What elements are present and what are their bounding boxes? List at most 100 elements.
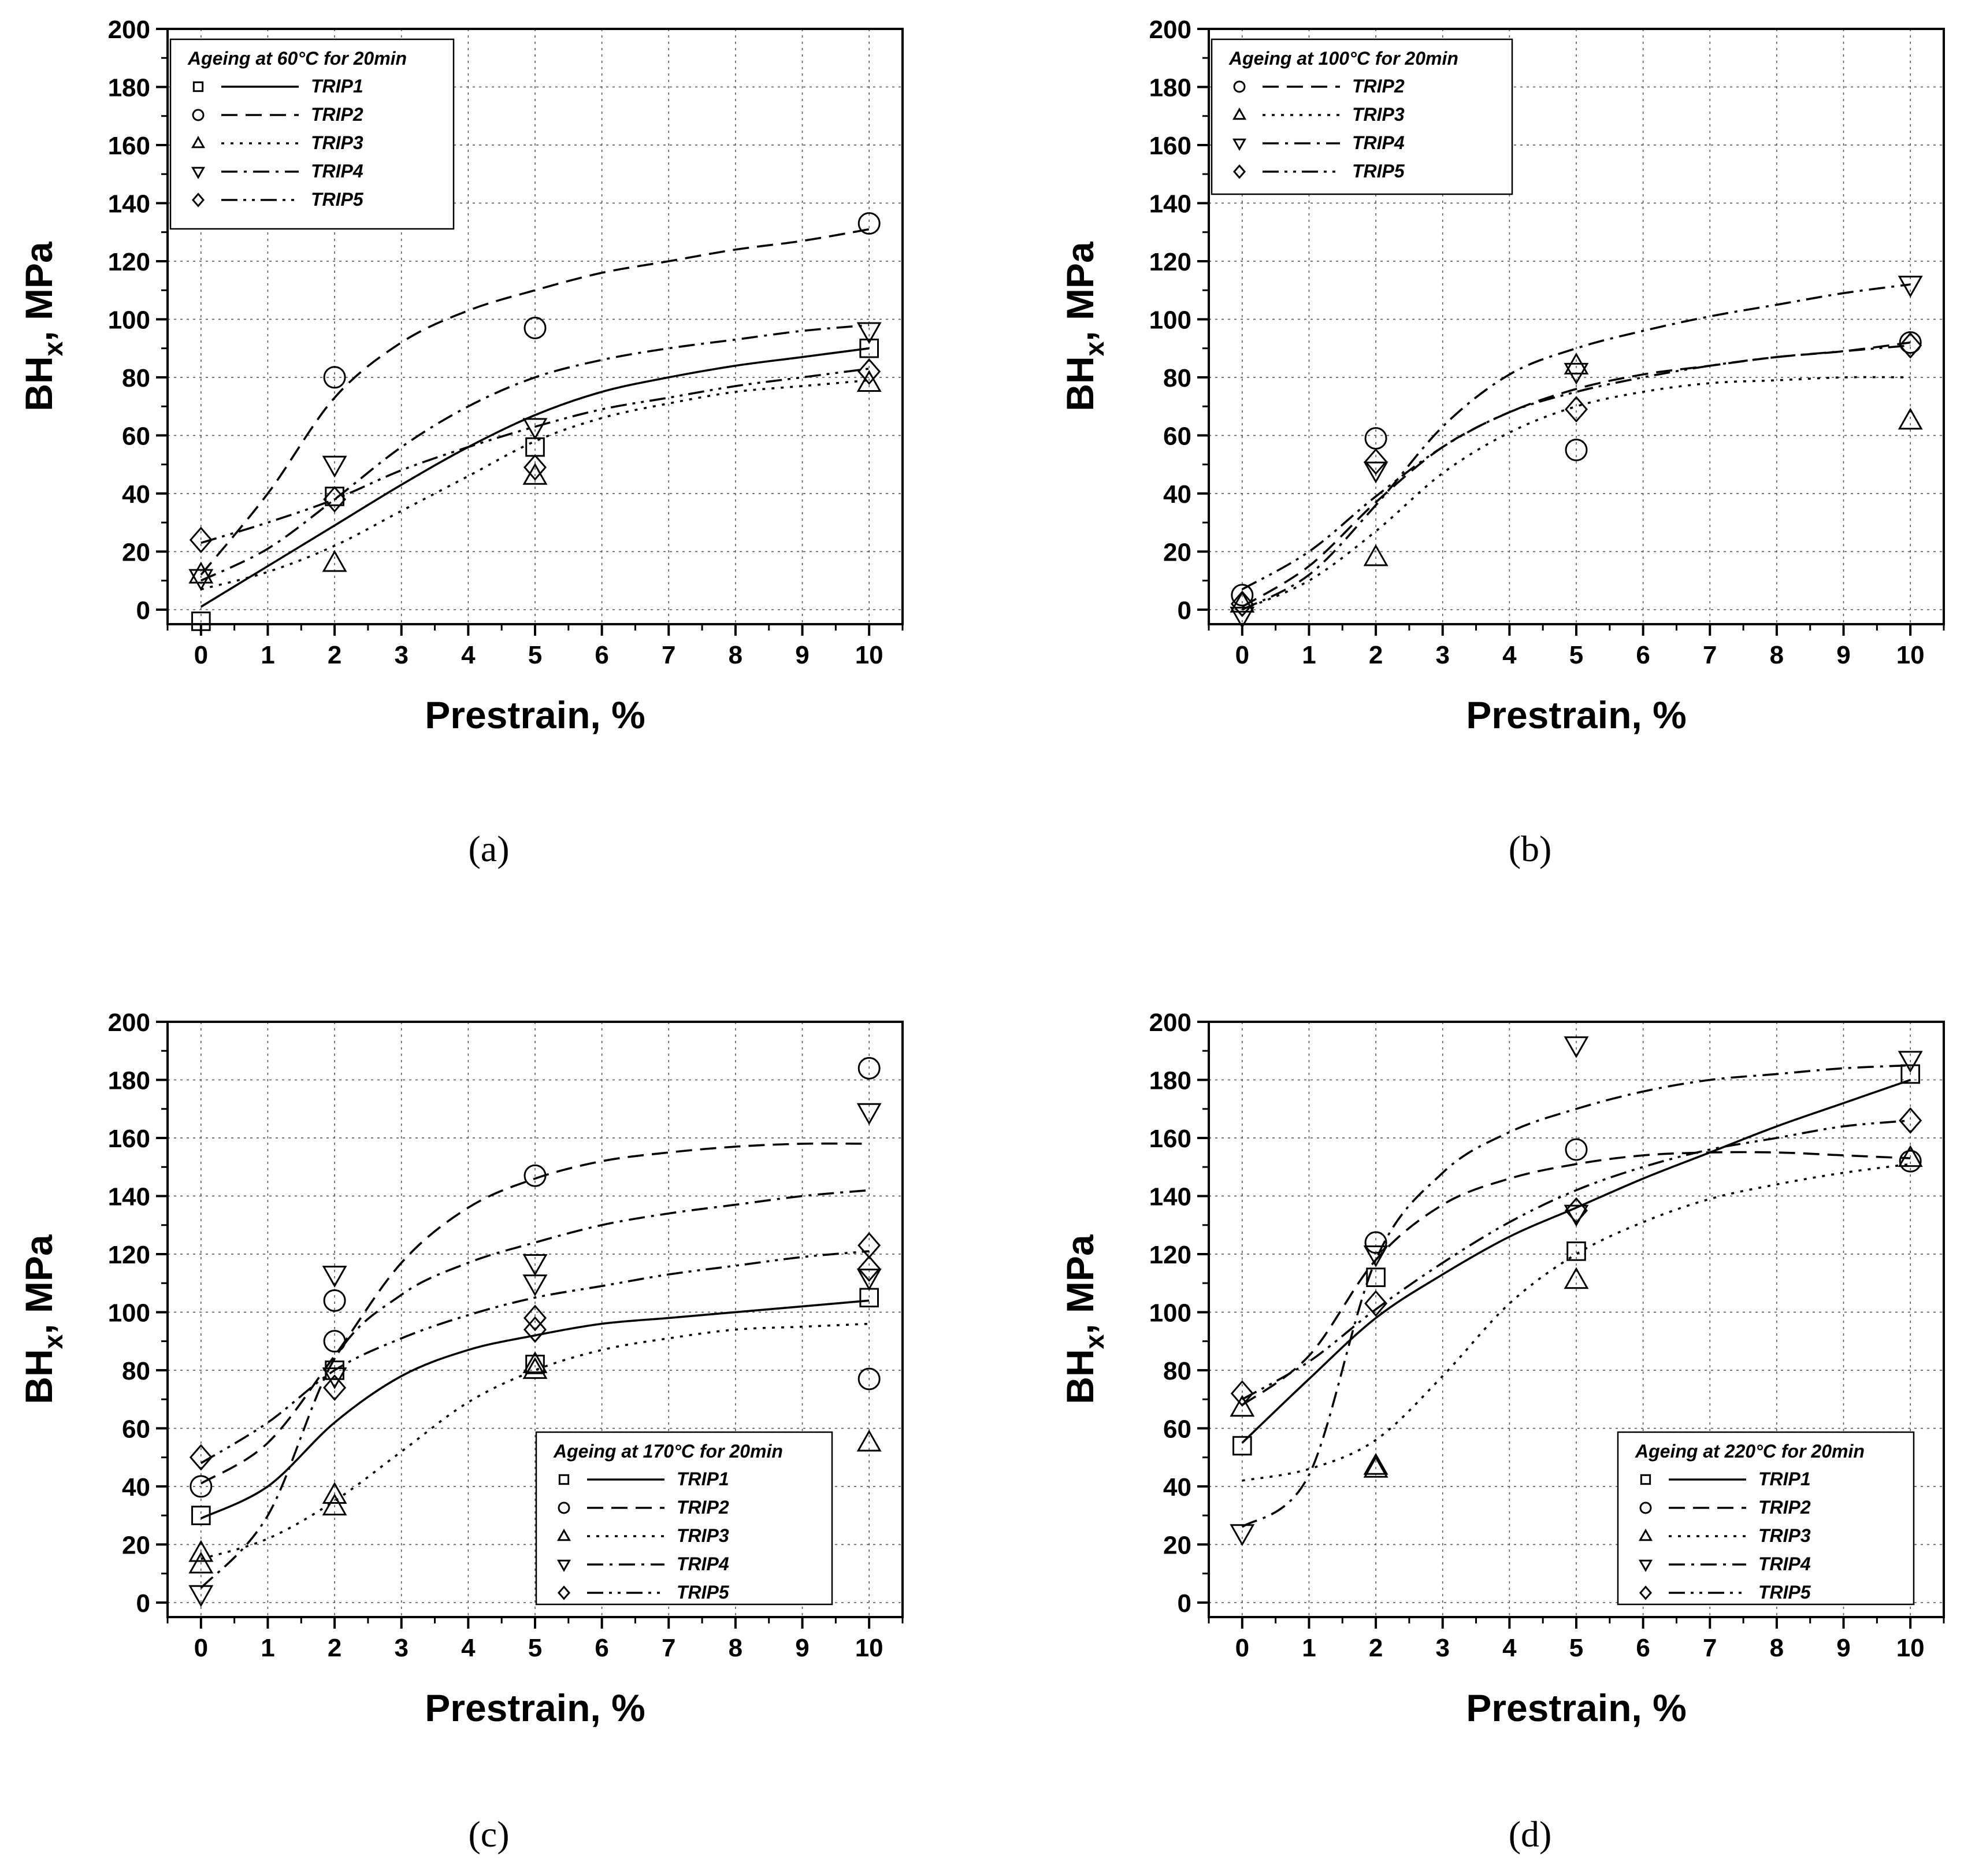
data-point-trip4 <box>188 569 214 591</box>
data-point-trip3 <box>1230 590 1255 613</box>
data-point-trip5 <box>1364 448 1388 475</box>
y-tick-label: 80 <box>122 364 150 392</box>
x-axis-title: Prestrain, % <box>1466 694 1687 736</box>
x-tick-label: 0 <box>194 1634 208 1662</box>
legend-marker-trip3 <box>556 1529 571 1541</box>
y-axis-title-subscript: x <box>38 1334 68 1349</box>
legend-marker-trip3 <box>191 136 206 149</box>
fit-curve-trip3 <box>1242 1163 1911 1482</box>
fit-curve-trip5 <box>1241 1119 1911 1400</box>
y-axis-title: BHx, MPa <box>17 1234 68 1404</box>
legend-label-trip3: TRIP3 <box>677 1525 729 1546</box>
y-tick-label: 200 <box>1149 1009 1191 1037</box>
data-point-trip2 <box>1364 1231 1387 1254</box>
legend-label-trip5: TRIP5 <box>311 189 364 210</box>
y-tick-label: 120 <box>108 1241 150 1269</box>
data-point-trip1 <box>1366 1267 1386 1287</box>
y-tick-label: 40 <box>1163 480 1191 509</box>
y-axis-title-main: BH <box>17 1349 60 1404</box>
data-point-trip5 <box>1899 332 1922 359</box>
y-tick-label: 80 <box>1163 364 1191 392</box>
y-axis-title-main: BH <box>17 356 60 411</box>
x-tick-label: 4 <box>1502 641 1517 669</box>
legend-label-trip4: TRIP4 <box>1758 1554 1811 1574</box>
y-tick-label: 40 <box>122 480 150 509</box>
panel-caption: (d) <box>1509 1814 1552 1855</box>
x-tick-label: 5 <box>528 1634 542 1662</box>
x-tick-label: 2 <box>1369 1634 1383 1662</box>
legend-label-trip4: TRIP4 <box>1352 132 1405 153</box>
y-tick-label: 60 <box>1163 422 1191 450</box>
legend-label-trip4: TRIP4 <box>311 161 363 181</box>
y-tick-label: 100 <box>108 1299 150 1327</box>
x-tick-label: 3 <box>394 641 408 669</box>
panel-b: 0 1 2 3 4 5 6 7 8 9 10020406080100120140160180200P… <box>1059 16 1945 869</box>
fit-curve-trip1 <box>200 347 870 608</box>
x-tick-label: 3 <box>1435 641 1449 669</box>
x-tick-label: 7 <box>1703 641 1717 669</box>
x-tick-label: 2 <box>328 1634 341 1662</box>
x-tick-label: 2 <box>328 641 341 669</box>
x-axis-title: Prestrain, % <box>1466 1686 1687 1729</box>
y-tick-label: 140 <box>108 1182 150 1211</box>
x-tick-label: 10 <box>855 1634 883 1662</box>
legend-label-trip1: TRIP1 <box>1758 1469 1811 1489</box>
data-point-trip5 <box>1230 1380 1254 1407</box>
y-tick-label: 140 <box>108 190 150 218</box>
y-tick-label: 100 <box>108 306 150 334</box>
data-point-trip3 <box>1363 1452 1388 1475</box>
legend-marker-trip1 <box>192 81 204 92</box>
data-point-trip1 <box>859 1288 879 1308</box>
y-axis-title-unit: , MPa <box>17 241 60 342</box>
x-tick-label: 6 <box>1636 641 1650 669</box>
legend-label-trip5: TRIP5 <box>677 1582 730 1603</box>
data-point-trip5 <box>524 1316 547 1343</box>
legend-marker-trip4 <box>191 166 206 179</box>
x-tick-label: 5 <box>1569 1634 1583 1662</box>
y-tick-label: 160 <box>1149 132 1191 160</box>
fit-curve-trip4 <box>1241 1064 1911 1528</box>
y-tick-label: 180 <box>108 73 150 102</box>
data-point-trip3 <box>856 1429 882 1452</box>
legend-title: Ageing at 220°C for 20min <box>1635 1441 1865 1462</box>
y-tick-label: 180 <box>1149 1066 1191 1095</box>
data-point-trip5 <box>1565 396 1588 423</box>
x-axis-title: Prestrain, % <box>425 1686 645 1729</box>
legend-marker-trip3 <box>1638 1529 1653 1541</box>
y-tick-label: 100 <box>1149 1299 1191 1327</box>
data-point-trip4 <box>522 1254 548 1276</box>
fit-curve-trip2 <box>1241 341 1911 608</box>
data-point-trip3 <box>856 370 882 392</box>
data-point-trip4 <box>322 1367 347 1389</box>
y-tick-label: 180 <box>108 1066 150 1095</box>
data-point-trip3 <box>1564 1267 1589 1289</box>
data-point-trip2 <box>323 1289 346 1312</box>
data-point-trip5 <box>1565 1197 1588 1224</box>
data-point-trip3 <box>1230 1395 1255 1417</box>
x-tick-label: 0 <box>194 641 208 669</box>
y-axis-title: BHx, MPa <box>1059 1234 1109 1404</box>
legend-marker-trip5 <box>1233 164 1246 179</box>
legend-marker-trip1 <box>558 1474 570 1485</box>
y-tick-label: 120 <box>1149 248 1191 276</box>
data-point-trip4 <box>1363 1245 1388 1267</box>
data-point-trip5 <box>189 527 213 554</box>
data-point-trip1 <box>525 437 545 457</box>
x-tick-label: 4 <box>461 641 476 669</box>
data-point-trip3 <box>188 561 214 584</box>
x-tick-label: 8 <box>729 1634 742 1662</box>
panel-caption: (a) <box>468 828 509 869</box>
y-tick-label: 200 <box>108 16 150 44</box>
x-tick-label: 1 <box>261 641 274 669</box>
y-axis-title-main: BH <box>1059 1349 1101 1404</box>
data-point-trip2 <box>857 1056 881 1080</box>
legend-label-trip5: TRIP5 <box>1758 1582 1811 1603</box>
legend-marker-trip2 <box>1233 80 1246 93</box>
legend-label-trip3: TRIP3 <box>311 132 363 153</box>
y-tick-label: 20 <box>122 538 150 566</box>
x-tick-label: 4 <box>461 1634 476 1662</box>
y-tick-label: 0 <box>136 596 150 625</box>
data-point-trip3 <box>1898 407 1923 430</box>
y-axis-title-subscript: x <box>1079 341 1109 356</box>
legend-box <box>1211 38 1513 195</box>
